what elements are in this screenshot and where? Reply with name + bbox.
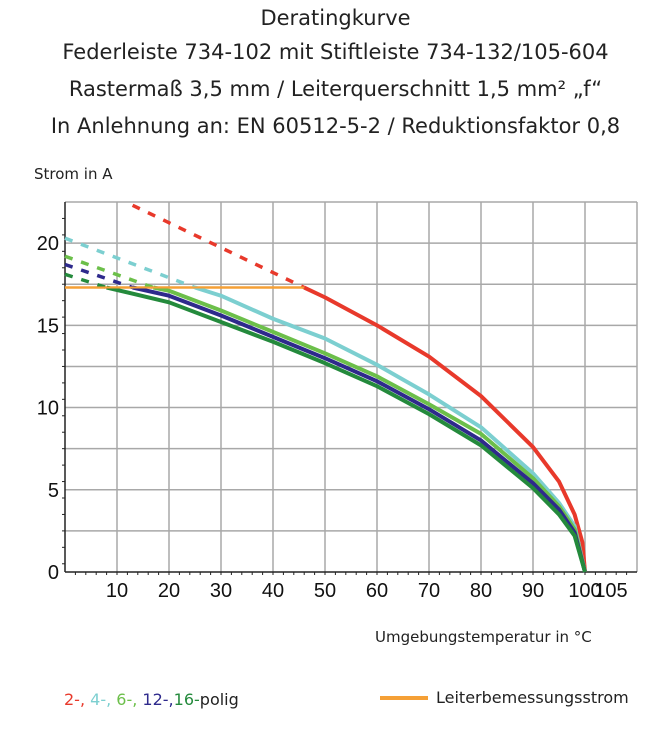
chart-subtitle-1: Federleiste 734-102 mit Stiftleiste 734-…: [62, 40, 609, 64]
legend-pole-16: 16-: [173, 690, 200, 709]
x-axis-label: Umgebungstemperatur in °C: [375, 628, 592, 646]
y-tick-label: 15: [37, 315, 59, 337]
y-tick-label: 5: [48, 480, 59, 502]
x-tick-label: 30: [210, 580, 232, 602]
legend-rated-current: Leiterbemessungsstrom: [380, 688, 629, 707]
legend-pole-2: 2-,: [64, 690, 86, 709]
x-tick-label: 100: [568, 580, 601, 602]
series-6-polig-dashed: [64, 254, 154, 290]
y-tick-label: 10: [37, 398, 59, 420]
x-tick-label: 80: [470, 580, 492, 602]
legend-rated-swatch: [380, 695, 428, 700]
x-tick-label: 70: [418, 580, 440, 602]
chart-title: Deratingkurve: [260, 6, 411, 30]
series-12-polig-line: [132, 285, 587, 573]
series-2-polig-dashed: [131, 203, 305, 290]
chart-subtitle-3: In Anlehnung an: EN 60512-5-2 / Reduktio…: [50, 114, 621, 138]
series-16-polig-dashed: [64, 272, 108, 290]
x-tick-label: 105: [594, 580, 627, 602]
x-tick-label: 10: [106, 580, 128, 602]
x-tick-label: 50: [314, 580, 336, 602]
legend-poles: 2-, 4-, 6-, 12-,16-polig: [64, 690, 239, 709]
legend-pole-4: 4-,: [90, 690, 112, 709]
series-4-polig-dashed: [64, 236, 196, 290]
legend-rated-label: Leiterbemessungsstrom: [436, 688, 629, 707]
series-16-polig-line: [106, 285, 587, 573]
x-tick-label: 60: [366, 580, 388, 602]
series-2-polig-line: [303, 285, 587, 573]
y-tick-label: 0: [48, 562, 59, 584]
series-12-polig-dashed: [64, 262, 134, 290]
x-tick-label: 90: [522, 580, 544, 602]
y-axis-label: Strom in A: [34, 165, 113, 183]
chart-subtitle-2: Rastermaß 3,5 mm / Leiterquerschnitt 1,5…: [68, 77, 603, 101]
series-6-polig-line: [152, 285, 587, 573]
legend-pole-6: 6-,: [116, 690, 138, 709]
x-tick-label: 40: [262, 580, 284, 602]
y-tick-label: 20: [37, 233, 59, 255]
legend-pole-12: 12-,: [142, 690, 174, 709]
x-tick-label: 20: [158, 580, 180, 602]
legend-pole-suffix: polig: [199, 690, 239, 709]
